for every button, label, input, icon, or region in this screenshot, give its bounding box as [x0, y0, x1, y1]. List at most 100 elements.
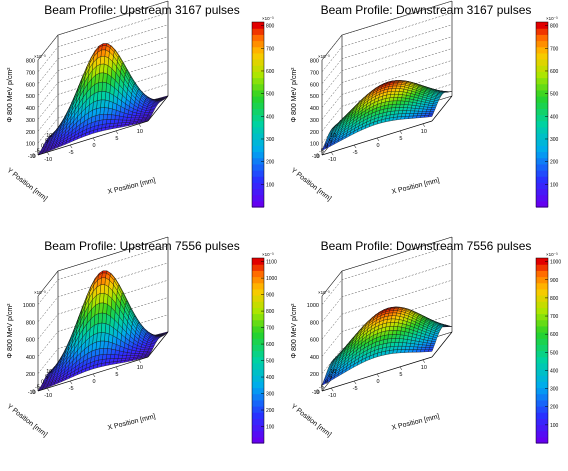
- colorbar-tick-label: 200: [266, 408, 275, 414]
- colorbar-tick-label: 900: [266, 293, 275, 299]
- z-gridline: [37, 24, 169, 84]
- x-axis-label: X Position [mm]: [107, 413, 156, 432]
- surface-cell: [321, 146, 327, 151]
- colorbar-band: [536, 133, 548, 140]
- colorbar-band: [252, 34, 264, 42]
- colorbar-band: [536, 83, 548, 91]
- chart-panel-downstream-3167: Beam Profile: Downstream 3167 pulses 0 10…: [284, 0, 568, 235]
- colorbar-band: [252, 325, 264, 333]
- colorbar-band: [536, 65, 548, 72]
- colorbar-tick-label: 600: [266, 342, 275, 348]
- colorbar-tick-label: 1000: [266, 276, 277, 282]
- colorbar-tick-label: 700: [550, 314, 559, 320]
- colorbar-band: [252, 200, 264, 208]
- colorbar-tick-label: 500: [550, 350, 559, 356]
- x-axis-label: X Position [mm]: [107, 177, 156, 196]
- chart-panel-downstream-7556: Beam Profile: Downstream 7556 pulses 0 20…: [284, 236, 568, 471]
- x-tick: [69, 144, 73, 149]
- surface-cell: [37, 387, 44, 392]
- x-tick-label: 0: [376, 379, 379, 385]
- x-tick: [138, 359, 142, 363]
- colorbar-band: [536, 77, 548, 85]
- colorbar: 100 200 300 400 500 600 700 800 ×10⁻³: [535, 16, 559, 208]
- chart-title: Beam Profile: Downstream 7556 pulses: [320, 239, 532, 253]
- z-tick-label: 100: [26, 142, 35, 148]
- top-back-edges: [321, 0, 453, 61]
- colorbar-band: [252, 46, 264, 54]
- chart-panel-upstream-3167: Beam Profile: Upstream 3167 pulses 0 100 2…: [0, 0, 284, 235]
- y-tick-label: 0: [325, 380, 328, 386]
- colorbar-band: [252, 344, 264, 352]
- z-tick-label: 600: [26, 338, 35, 344]
- z-tick-label: 600: [310, 82, 319, 88]
- y-tick-label: 10: [330, 369, 336, 375]
- colorbar-band: [536, 418, 548, 426]
- colorbar-tick-label: 600: [266, 69, 275, 75]
- y-axis-line: [431, 331, 453, 358]
- colorbar: 100 200 300 400 500 600 700 800 ×10⁻³: [251, 16, 275, 208]
- x-tick: [422, 359, 426, 363]
- colorbar-band: [252, 71, 264, 79]
- colorbar-band: [536, 393, 548, 401]
- colorbar-band: [252, 406, 264, 413]
- z-gridline: [37, 60, 169, 120]
- chart-title: Beam Profile: Downstream 3167 pulses: [320, 3, 532, 17]
- z-gridline: [321, 262, 453, 323]
- colorbar-band: [252, 176, 264, 183]
- x-tick-label: -5: [353, 150, 358, 156]
- chart-title: Beam Profile: Upstream 7556 pulses: [44, 239, 240, 253]
- colorbar-band: [536, 356, 548, 364]
- x-axis-label: X Position [mm]: [391, 177, 440, 196]
- z-tick-label: 200: [310, 372, 319, 378]
- colorbar-tick-label: 900: [550, 278, 559, 284]
- colorbar-band: [536, 264, 548, 271]
- x-tick: [46, 388, 50, 392]
- colorbar-band: [252, 387, 264, 395]
- colorbar-band: [536, 430, 548, 438]
- colorbar-band: [536, 399, 548, 407]
- z-tick-label: 0: [316, 154, 319, 160]
- colorbar-band: [252, 139, 264, 146]
- colorbar-band: [252, 83, 264, 91]
- colorbar-band: [252, 170, 264, 177]
- colorbar-tick-label: 200: [550, 405, 559, 411]
- colorbar-band: [536, 120, 548, 128]
- x-tick-label: -5: [69, 150, 74, 156]
- colorbar-band: [536, 200, 548, 208]
- colorbar-band: [252, 89, 264, 97]
- z-gridline: [321, 48, 453, 108]
- colorbar-band: [252, 77, 264, 85]
- y-axis-label: Y Position [mm]: [6, 167, 49, 203]
- x-tick: [422, 123, 426, 127]
- surface-mesh: [321, 80, 453, 151]
- x-tick: [92, 137, 96, 142]
- z-tick-label: 400: [26, 355, 35, 361]
- colorbar-band: [536, 369, 548, 376]
- x-tick: [376, 137, 380, 142]
- x-tick: [138, 123, 142, 127]
- x-tick: [115, 130, 119, 135]
- colorbar-band: [536, 301, 548, 308]
- colorbar-band: [536, 170, 548, 177]
- top-back-edges: [321, 236, 453, 297]
- x-tick: [69, 380, 73, 385]
- x-tick: [46, 152, 50, 156]
- y-tick-label: 10: [46, 369, 52, 375]
- z-gridline: [321, 36, 453, 96]
- z-tick-label: 0: [32, 390, 35, 396]
- colorbar-tick-label: 1000: [550, 260, 561, 266]
- colorbar-tick-label: 800: [550, 296, 559, 302]
- colorbar-band: [252, 133, 264, 140]
- z-multiplier: ×10⁻³: [318, 290, 330, 295]
- z-tick-label: 800: [310, 320, 319, 326]
- colorbar-band: [252, 375, 264, 382]
- colorbar-band: [252, 393, 264, 401]
- colorbar-band: [252, 424, 264, 432]
- colorbar-band: [536, 307, 548, 315]
- y-tick-label: 0: [325, 144, 328, 150]
- y-tick-label: 0: [41, 144, 44, 150]
- y-tick-label: 5: [45, 138, 48, 144]
